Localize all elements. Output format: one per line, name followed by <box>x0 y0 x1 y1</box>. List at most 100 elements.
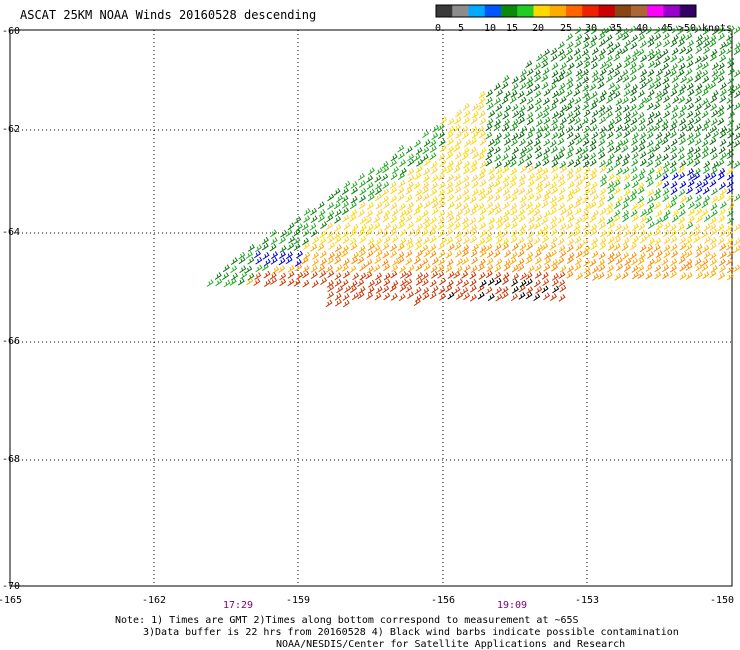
wind-barb <box>301 223 309 231</box>
wind-barb <box>478 237 486 246</box>
wind-barb <box>591 97 599 106</box>
wind-barb <box>541 200 549 209</box>
wind-barb <box>582 209 590 217</box>
wind-barb <box>541 55 549 64</box>
wind-barb <box>718 26 725 34</box>
wind-barb <box>462 244 470 253</box>
wind-barb <box>416 223 424 232</box>
wind-barb <box>677 88 685 97</box>
wind-barb <box>662 160 670 169</box>
wind-barb <box>589 259 597 267</box>
wind-barb <box>519 201 527 210</box>
wind-barb <box>677 165 685 174</box>
wind-barb <box>455 265 463 274</box>
wind-barb <box>663 222 671 230</box>
wind-barb <box>495 236 503 245</box>
wind-barb <box>559 117 567 126</box>
wind-barb <box>447 221 455 230</box>
wind-barb <box>677 55 685 64</box>
wind-barb <box>447 201 455 210</box>
wind-barb <box>733 26 740 34</box>
wind-barb <box>598 48 606 57</box>
wind-barb <box>421 209 429 218</box>
wind-barb <box>695 243 703 252</box>
wind-barb <box>647 48 655 57</box>
wind-barb <box>510 202 518 211</box>
wind-barb <box>727 118 735 126</box>
wind-barb <box>520 69 527 77</box>
wind-barb <box>494 161 502 169</box>
wind-barb <box>566 256 574 264</box>
wind-barb <box>566 131 574 140</box>
lat-label: -70 <box>2 581 21 592</box>
wind-barb <box>693 110 701 118</box>
wind-barb <box>653 102 661 111</box>
wind-barb <box>645 230 653 239</box>
wind-barb <box>518 138 526 147</box>
wind-barb <box>479 160 487 169</box>
scale-label: 30 <box>585 23 597 34</box>
wind-barb <box>477 284 485 293</box>
wind-barb <box>485 123 493 132</box>
wind-barb <box>679 229 687 238</box>
wind-barb <box>583 258 591 267</box>
wind-barb <box>670 152 678 161</box>
wind-barb <box>470 249 478 258</box>
wind-barb <box>693 152 701 161</box>
wind-barb <box>463 292 471 301</box>
wind-barb <box>496 221 504 230</box>
wind-barb <box>405 249 413 258</box>
wind-barb <box>662 180 670 189</box>
wind-barb <box>447 145 455 154</box>
wind-barb <box>623 188 631 197</box>
wind-barb <box>470 228 478 237</box>
wind-barb <box>672 209 680 217</box>
wind-barb <box>302 242 310 250</box>
wind-barb <box>599 116 607 125</box>
wind-barb <box>654 75 662 84</box>
wind-barb <box>678 202 686 211</box>
wind-barb <box>398 179 406 188</box>
wind-barb <box>326 214 334 223</box>
wind-barb <box>607 47 615 56</box>
wind-barb <box>566 81 574 90</box>
wind-barb <box>718 215 726 223</box>
wind-barb <box>398 203 406 211</box>
wind-barb <box>687 215 695 224</box>
wind-barb <box>485 243 493 252</box>
wind-barb <box>655 68 663 77</box>
wind-barb <box>654 159 662 168</box>
wind-barb <box>557 174 565 182</box>
wind-barb <box>440 116 448 125</box>
wind-barb <box>629 67 637 76</box>
wind-barb <box>302 279 310 288</box>
wind-barb <box>582 249 590 258</box>
wind-barb <box>375 201 383 210</box>
wind-barb <box>567 146 575 154</box>
wind-barb <box>565 89 573 98</box>
wind-barb <box>414 229 422 237</box>
wind-barb <box>535 214 543 223</box>
wind-barb <box>222 272 230 281</box>
map-frame <box>9 29 733 587</box>
wind-barb <box>285 251 293 260</box>
wind-barb <box>373 245 381 253</box>
wind-barb <box>478 258 486 267</box>
wind-barb <box>550 201 558 209</box>
wind-barb <box>590 168 598 176</box>
wind-barb <box>405 278 413 287</box>
wind-barb <box>526 111 534 120</box>
scale-label: 15 <box>506 23 518 34</box>
wind-barb <box>558 146 566 154</box>
wind-barb <box>525 187 533 196</box>
wind-barb <box>493 202 501 211</box>
wind-barb <box>272 266 280 274</box>
wind-barb <box>646 131 654 140</box>
wind-barb <box>423 158 431 167</box>
wind-barb <box>597 81 605 90</box>
wind-barb <box>445 265 453 273</box>
wind-barb <box>645 174 653 183</box>
wind-barb <box>637 173 645 182</box>
wind-barb <box>423 167 431 176</box>
wind-barb <box>598 258 606 267</box>
